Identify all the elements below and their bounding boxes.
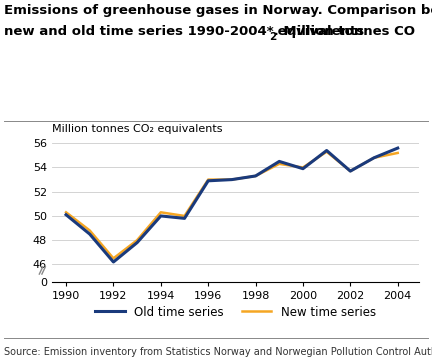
Legend: Old time series, New time series: Old time series, New time series (91, 301, 380, 323)
Text: Source: Emission inventory from Statistics Norway and Norwegian Pollution Contro: Source: Emission inventory from Statisti… (4, 347, 432, 357)
Text: Emissions of greenhouse gases in Norway. Comparison between: Emissions of greenhouse gases in Norway.… (4, 4, 432, 17)
Text: Million tonnes CO₂ equivalents: Million tonnes CO₂ equivalents (52, 123, 222, 134)
Text: new and old time series 1990-2004*. Million tonnes CO: new and old time series 1990-2004*. Mill… (4, 25, 415, 38)
Text: eqvivalents: eqvivalents (273, 25, 364, 38)
Text: 2: 2 (269, 32, 276, 42)
